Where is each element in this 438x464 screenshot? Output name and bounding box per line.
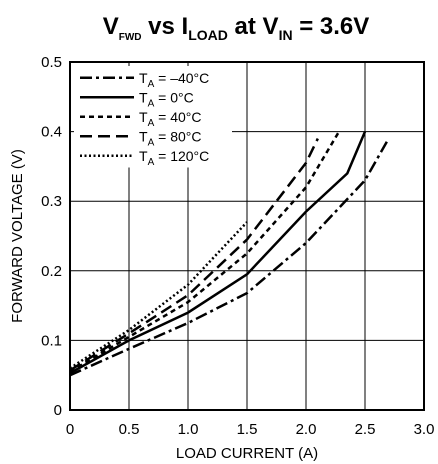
- legend-label-2: TA = 0°C: [139, 89, 194, 109]
- legend: TA = –40°CTA = 0°CTA = 40°CTA = 80°CTA =…: [74, 66, 232, 168]
- x-tick-label: 2.0: [296, 421, 317, 438]
- x-tick-label: 1.5: [237, 421, 258, 438]
- series-line-3: [69, 130, 341, 373]
- series-layer: [69, 130, 390, 377]
- x-tick-label: 0.5: [119, 421, 140, 438]
- y-axis-label: FORWARD VOLTAGE (V): [9, 149, 26, 323]
- legend-label-1: TA = –40°C: [139, 70, 209, 90]
- title-v: V: [103, 13, 119, 40]
- x-tick-label: 2.5: [355, 421, 376, 438]
- series-line-2: [69, 131, 367, 375]
- title-at: at V: [228, 13, 279, 40]
- title-v-sub: FWD: [119, 32, 142, 43]
- plot-frame: [69, 61, 425, 411]
- y-tick-label: 0.1: [41, 332, 62, 349]
- series-line-5: [69, 221, 248, 370]
- legend-label-4: TA = 80°C: [139, 128, 201, 148]
- legend-label-3: TA = 40°C: [139, 109, 201, 129]
- x-axis-label: LOAD CURRENT (A): [176, 445, 318, 462]
- title-i-sub: LOAD: [188, 27, 228, 43]
- x-tick-label: 1.0: [178, 421, 199, 438]
- series-line-4: [69, 138, 319, 372]
- series-line-1: [69, 137, 390, 377]
- y-tick-label: 0: [54, 402, 62, 419]
- legend-label-5: TA = 120°C: [139, 148, 209, 168]
- x-tick-label: 0: [66, 421, 74, 438]
- title-vs: vs I: [142, 13, 189, 40]
- y-tick-label: 0.5: [41, 54, 62, 71]
- y-tick-label: 0.4: [41, 124, 62, 141]
- tick-labels: 0 0.5 1.0 1.5 2.0 2.5 3.0 0 0.1 0.2 0.3 0.4 0.5: [41, 54, 434, 438]
- y-tick-label: 0.3: [41, 193, 62, 210]
- title-eq: = 3.6V: [293, 13, 370, 40]
- title-in-sub: IN: [279, 27, 293, 43]
- chart-title: VFWD vs ILOAD at VIN = 3.6V: [103, 13, 370, 43]
- x-tick-label: 3.0: [414, 421, 435, 438]
- y-tick-label: 0.2: [41, 263, 62, 280]
